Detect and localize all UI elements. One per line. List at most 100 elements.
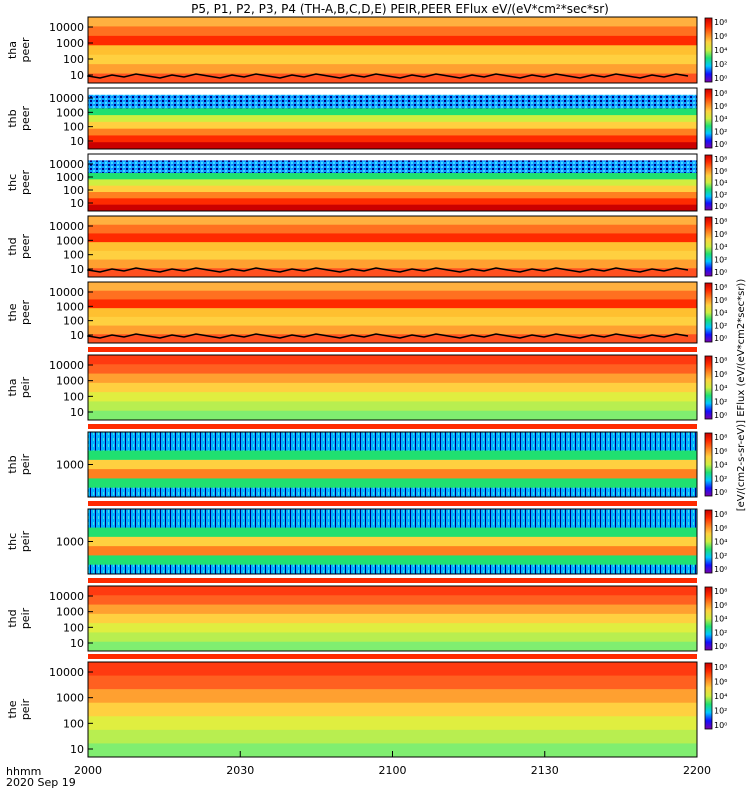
saturation-strip	[88, 578, 697, 583]
spectrogram-band	[88, 259, 697, 269]
spectrogram-band	[88, 45, 697, 56]
spectrogram-band	[88, 73, 697, 84]
colorbar	[704, 509, 713, 574]
spectrogram-band	[88, 586, 697, 596]
x-tick-label: 2100	[379, 764, 407, 777]
spectrogram-band	[88, 604, 697, 615]
spectrogram-band	[88, 469, 697, 479]
colorbar-tick-label: 10⁴	[714, 179, 727, 188]
spectrogram-band	[88, 179, 697, 187]
spectrogram-band	[88, 392, 697, 402]
spectrogram-band	[88, 432, 697, 442]
spectrogram-band	[88, 26, 697, 37]
colorbar-tick-label: 10⁸	[714, 587, 727, 596]
y-tick-label: 10000	[49, 220, 84, 233]
colorbar-tick-label: 10⁶	[714, 102, 727, 111]
spectrogram-band	[88, 441, 697, 452]
spectrogram-band	[88, 135, 697, 143]
colorbar-tick-label: 10⁶	[714, 524, 727, 533]
colorbar	[704, 216, 713, 277]
spectrogram-band	[88, 325, 697, 335]
y-tick-label: 1000	[56, 606, 84, 619]
colorbar-tick-label: 10⁶	[714, 230, 727, 239]
x-tick-label: 2200	[683, 764, 711, 777]
y-label-species: peer	[19, 37, 32, 63]
spectrogram-band	[88, 316, 697, 327]
colorbar-tick-label: 10⁰	[714, 334, 727, 343]
colorbar-tick-label: 10⁶	[714, 447, 727, 456]
y-tick-label: 10	[70, 329, 84, 342]
spectrogram-band	[88, 509, 697, 519]
spectrogram-band	[88, 518, 697, 529]
spectrogram-band	[88, 401, 697, 412]
y-label-species: peer	[19, 300, 32, 326]
colorbar-tick-label: 10⁴	[714, 46, 727, 55]
colorbar-tick-label: 10²	[714, 255, 727, 264]
panel-frame	[87, 281, 698, 344]
y-tick-label: 10000	[49, 21, 84, 34]
x-tick-label: 2030	[226, 764, 254, 777]
spectrogram-band	[88, 595, 697, 606]
x-tick-label: 2000	[74, 764, 102, 777]
colorbar-tick-label: 10⁴	[714, 384, 727, 393]
colorbar-tick-label: 10⁴	[714, 692, 727, 701]
spectrogram-band	[88, 94, 697, 103]
saturation-strip	[88, 424, 697, 429]
y-label-probe: thd	[6, 609, 19, 627]
colorbar-tick-label: 10²	[714, 707, 727, 716]
colorbar-tick-label: 10⁸	[714, 433, 727, 442]
colorbar-tick-label: 10⁶	[714, 32, 727, 41]
y-tick-label: 100	[63, 184, 84, 197]
y-label-species: peer	[19, 170, 32, 196]
colorbar-tick-label: 10²	[714, 190, 727, 199]
y-label-species: peer	[19, 234, 32, 260]
spectrogram-band	[88, 154, 697, 161]
y-tick-label: 10000	[49, 359, 84, 372]
y-tick-label: 100	[63, 249, 84, 262]
spectrogram-band	[88, 282, 697, 292]
y-label-species: peir	[19, 376, 32, 398]
colorbar-tick-label: 10²	[714, 321, 727, 330]
x-axis: 2000 2030 2100 2130 2200	[74, 751, 711, 777]
y-tick-label: 10	[70, 743, 84, 756]
spectrogram-band	[88, 613, 697, 624]
y-label-probe: thc	[6, 174, 19, 191]
colorbar-tick-label: 10⁴	[714, 243, 727, 252]
spectrogram-band	[88, 290, 697, 300]
y-tick-label: 100	[63, 621, 84, 634]
spectrogram-band	[88, 101, 697, 109]
colorbar-tick-label: 10⁸	[714, 89, 727, 98]
y-label-probe: thc	[6, 533, 19, 550]
y-label-species: peir	[19, 530, 32, 552]
spectrogram-band	[88, 64, 697, 75]
y-tick-label: 10000	[49, 666, 84, 679]
colorbar	[704, 154, 713, 211]
y-label-probe: the	[6, 303, 19, 321]
y-label-species: peer	[19, 106, 32, 132]
panel-tha-peir: 10000 1000 100 10 tha peir 10⁸ 10⁶ 10⁴ 10² 10⁰	[6, 347, 727, 421]
x-axis-caption: hhmm	[6, 765, 41, 778]
colorbar-tick-label: 10⁸	[714, 283, 727, 292]
panel-thc-peir: 1000 thc peir 10⁸ 10⁶ 10⁴ 10² 10⁰	[6, 501, 727, 575]
x-tick-label: 2130	[531, 764, 559, 777]
colorbar-tick-label: 10⁰	[714, 565, 727, 574]
spectrogram-band	[88, 555, 697, 566]
spectrogram-band	[88, 308, 697, 318]
spectrogram-band	[88, 35, 697, 46]
panel-tha-peer: 10000 1000 100 10 tha peer 10⁸ 10⁶ 10⁴ 10² 10⁰	[6, 16, 727, 84]
spectrogram-band	[88, 564, 697, 575]
colorbar-tick-label: 10⁰	[714, 488, 727, 497]
spectrogram-band	[88, 364, 697, 375]
colorbar-tick-label: 10⁶	[714, 601, 727, 610]
spectrogram-band	[88, 641, 697, 652]
spectrogram-band	[88, 373, 697, 384]
colorbar-tick-label: 10⁰	[714, 140, 727, 149]
y-tick-label: 100	[63, 315, 84, 328]
spectrogram-band	[88, 632, 697, 643]
spectrogram-band	[88, 299, 697, 309]
spectrogram-band	[88, 729, 697, 744]
colorbar-tick-label: 10⁶	[714, 296, 727, 305]
spectrogram-band	[88, 450, 697, 461]
y-tick-label: 1000	[56, 37, 84, 50]
